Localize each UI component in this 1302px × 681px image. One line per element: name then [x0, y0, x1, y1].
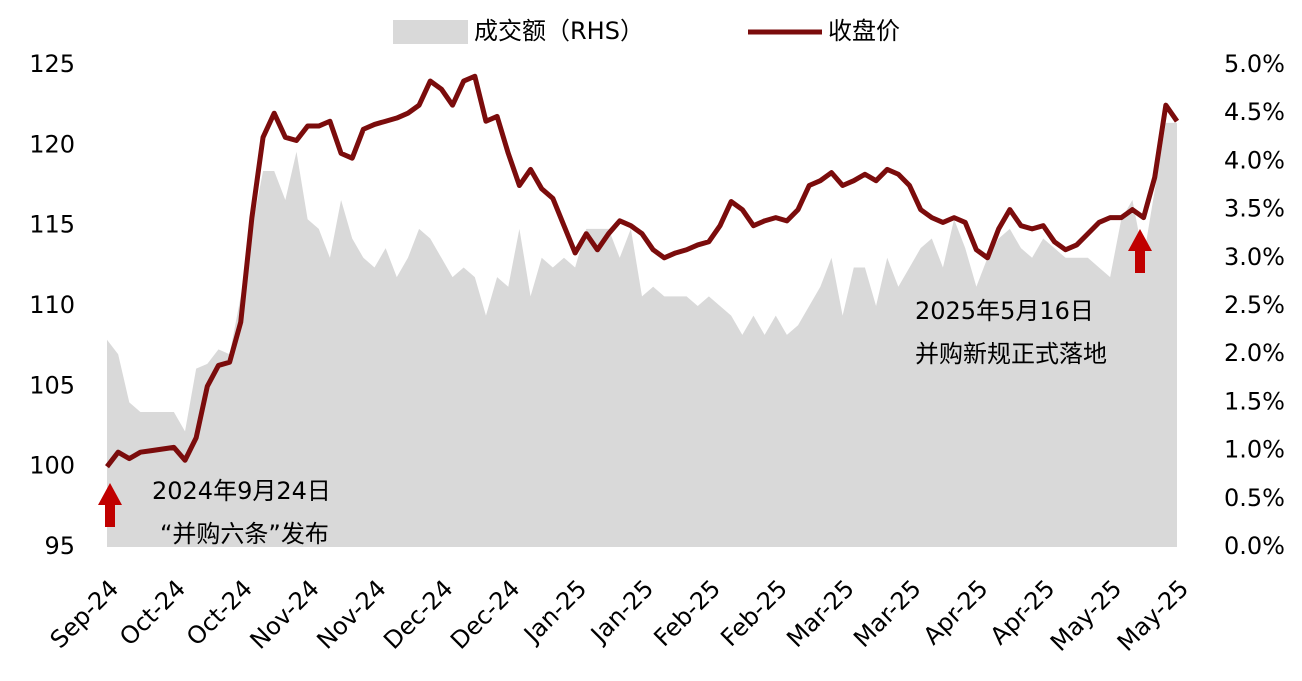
- y2-tick-label: 1.5%: [1224, 387, 1285, 415]
- x-tick-label: Sep-24: [45, 574, 125, 654]
- x-tick-label: Feb-25: [648, 574, 726, 652]
- y-tick-label: 100: [29, 452, 75, 480]
- x-tick-label: May-25: [1045, 574, 1127, 656]
- y-tick-label: 115: [29, 211, 75, 239]
- y2-tick-label: 3.0%: [1224, 243, 1285, 271]
- y-tick-label: 120: [29, 130, 75, 158]
- legend-label: 成交额（RHS）: [474, 17, 644, 45]
- y2-tick-label: 5.0%: [1224, 50, 1285, 78]
- x-tick-label: Apr-25: [918, 574, 994, 650]
- legend-label: 收盘价: [828, 17, 900, 45]
- volume-area: [107, 122, 1177, 547]
- x-tick-label: Feb-25: [715, 574, 793, 652]
- y2-tick-label: 2.0%: [1224, 339, 1285, 367]
- y2-tick-label: 0.0%: [1224, 532, 1285, 560]
- x-tick-label: Jan-25: [584, 574, 659, 649]
- arrow: [98, 483, 122, 527]
- legend-swatch: [393, 20, 468, 44]
- annotation: 2025年5月16日: [915, 297, 1094, 325]
- y-tick-label: 105: [29, 371, 75, 399]
- annotation: “并购六条”发布: [160, 520, 329, 548]
- y2-tick-label: 4.5%: [1224, 98, 1285, 126]
- arrow: [1128, 229, 1152, 273]
- x-tick-label: Oct-24: [114, 574, 191, 651]
- x-tick-label: Dec-24: [445, 574, 525, 654]
- x-tick-label: May-25: [1112, 574, 1194, 656]
- y-tick-label: 110: [29, 291, 75, 319]
- price-line: [105, 73, 1180, 469]
- y2-tick-label: 1.0%: [1224, 436, 1285, 464]
- x-tick-label: Nov-24: [245, 574, 325, 654]
- x-tick-label: Dec-24: [378, 574, 458, 654]
- y2-tick-label: 4.0%: [1224, 146, 1285, 174]
- x-tick-label: Jan-25: [517, 574, 592, 649]
- y2-tick-label: 0.5%: [1224, 484, 1285, 512]
- annotation: 2024年9月24日: [152, 477, 331, 505]
- y-tick-label: 125: [29, 50, 75, 78]
- x-tick-label: Nov-24: [312, 574, 392, 654]
- y2-tick-label: 3.5%: [1224, 195, 1285, 223]
- x-tick-label: Mar-25: [781, 574, 859, 652]
- x-tick-label: Mar-25: [848, 574, 926, 652]
- x-tick-label: Oct-24: [181, 574, 258, 651]
- y-tick-label: 95: [44, 532, 75, 560]
- y2-tick-label: 2.5%: [1224, 291, 1285, 319]
- annotation: 并购新规正式落地: [915, 340, 1107, 368]
